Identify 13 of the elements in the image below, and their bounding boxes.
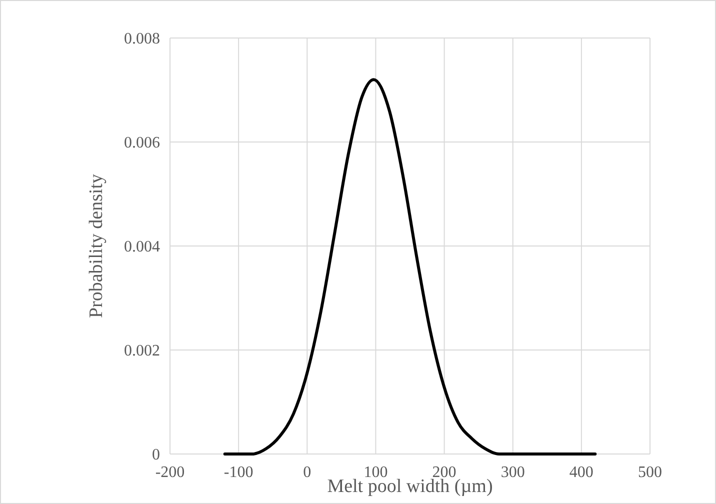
line-series [223, 78, 597, 456]
x-tick-label: -200 [155, 464, 185, 481]
x-tick-label: -100 [224, 464, 254, 481]
x-tick-label: 300 [500, 464, 525, 481]
y-tick-label: 0.006 [124, 134, 160, 152]
x-tick-label: 0 [303, 464, 312, 481]
x-tick-label: 500 [638, 464, 662, 481]
y-tick-label: 0.002 [124, 342, 160, 360]
y-axis-title: Probability density [86, 173, 107, 318]
y-tick-label: 0 [152, 446, 160, 464]
y-tick-label: 0.004 [124, 238, 160, 256]
y-tick-label: 0.008 [124, 30, 160, 48]
x-tick-label: 400 [569, 464, 594, 481]
